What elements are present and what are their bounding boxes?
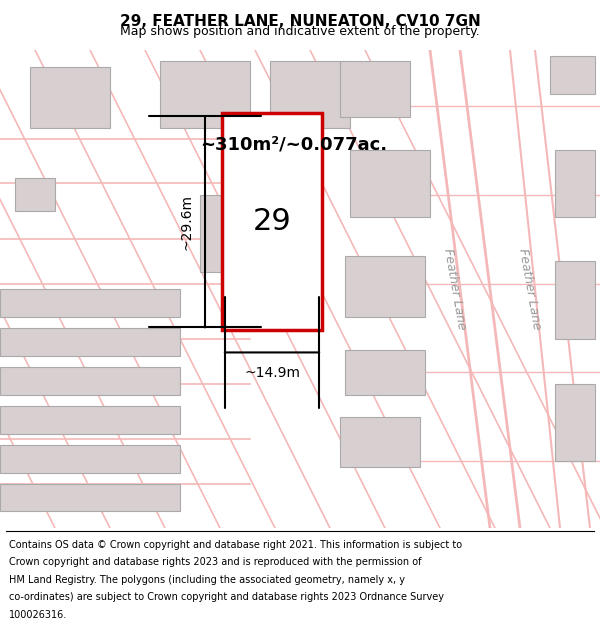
- Bar: [350, 150, 430, 217]
- Text: Crown copyright and database rights 2023 and is reproduced with the permission o: Crown copyright and database rights 2023…: [9, 558, 421, 568]
- Bar: [200, 194, 270, 272]
- Text: Feather Lane: Feather Lane: [517, 248, 544, 331]
- Bar: [555, 261, 595, 339]
- Bar: [30, 67, 110, 128]
- Text: Map shows position and indicative extent of the property.: Map shows position and indicative extent…: [120, 24, 480, 38]
- Bar: [0, 328, 180, 356]
- Bar: [340, 61, 410, 117]
- Bar: [555, 384, 595, 461]
- Text: ~29.6m: ~29.6m: [179, 194, 193, 250]
- Bar: [222, 113, 322, 330]
- Bar: [345, 256, 425, 317]
- Bar: [345, 350, 425, 395]
- Text: HM Land Registry. The polygons (including the associated geometry, namely x, y: HM Land Registry. The polygons (includin…: [9, 574, 405, 584]
- Text: co-ordinates) are subject to Crown copyright and database rights 2023 Ordnance S: co-ordinates) are subject to Crown copyr…: [9, 592, 444, 602]
- Text: 29: 29: [253, 208, 292, 236]
- Text: Feather Lane: Feather Lane: [442, 248, 469, 331]
- Bar: [0, 406, 180, 434]
- Bar: [555, 150, 595, 217]
- Bar: [160, 61, 250, 128]
- Bar: [0, 289, 180, 317]
- Bar: [0, 484, 180, 511]
- Text: 100026316.: 100026316.: [9, 609, 67, 619]
- Text: ~14.9m: ~14.9m: [244, 366, 300, 380]
- Bar: [340, 417, 420, 467]
- Text: Contains OS data © Crown copyright and database right 2021. This information is : Contains OS data © Crown copyright and d…: [9, 540, 462, 550]
- Bar: [270, 61, 350, 128]
- Bar: [15, 178, 55, 211]
- Bar: [0, 445, 180, 472]
- Bar: [550, 56, 595, 94]
- Text: 29, FEATHER LANE, NUNEATON, CV10 7GN: 29, FEATHER LANE, NUNEATON, CV10 7GN: [119, 14, 481, 29]
- Bar: [0, 367, 180, 395]
- Text: ~310m²/~0.077ac.: ~310m²/~0.077ac.: [200, 136, 387, 154]
